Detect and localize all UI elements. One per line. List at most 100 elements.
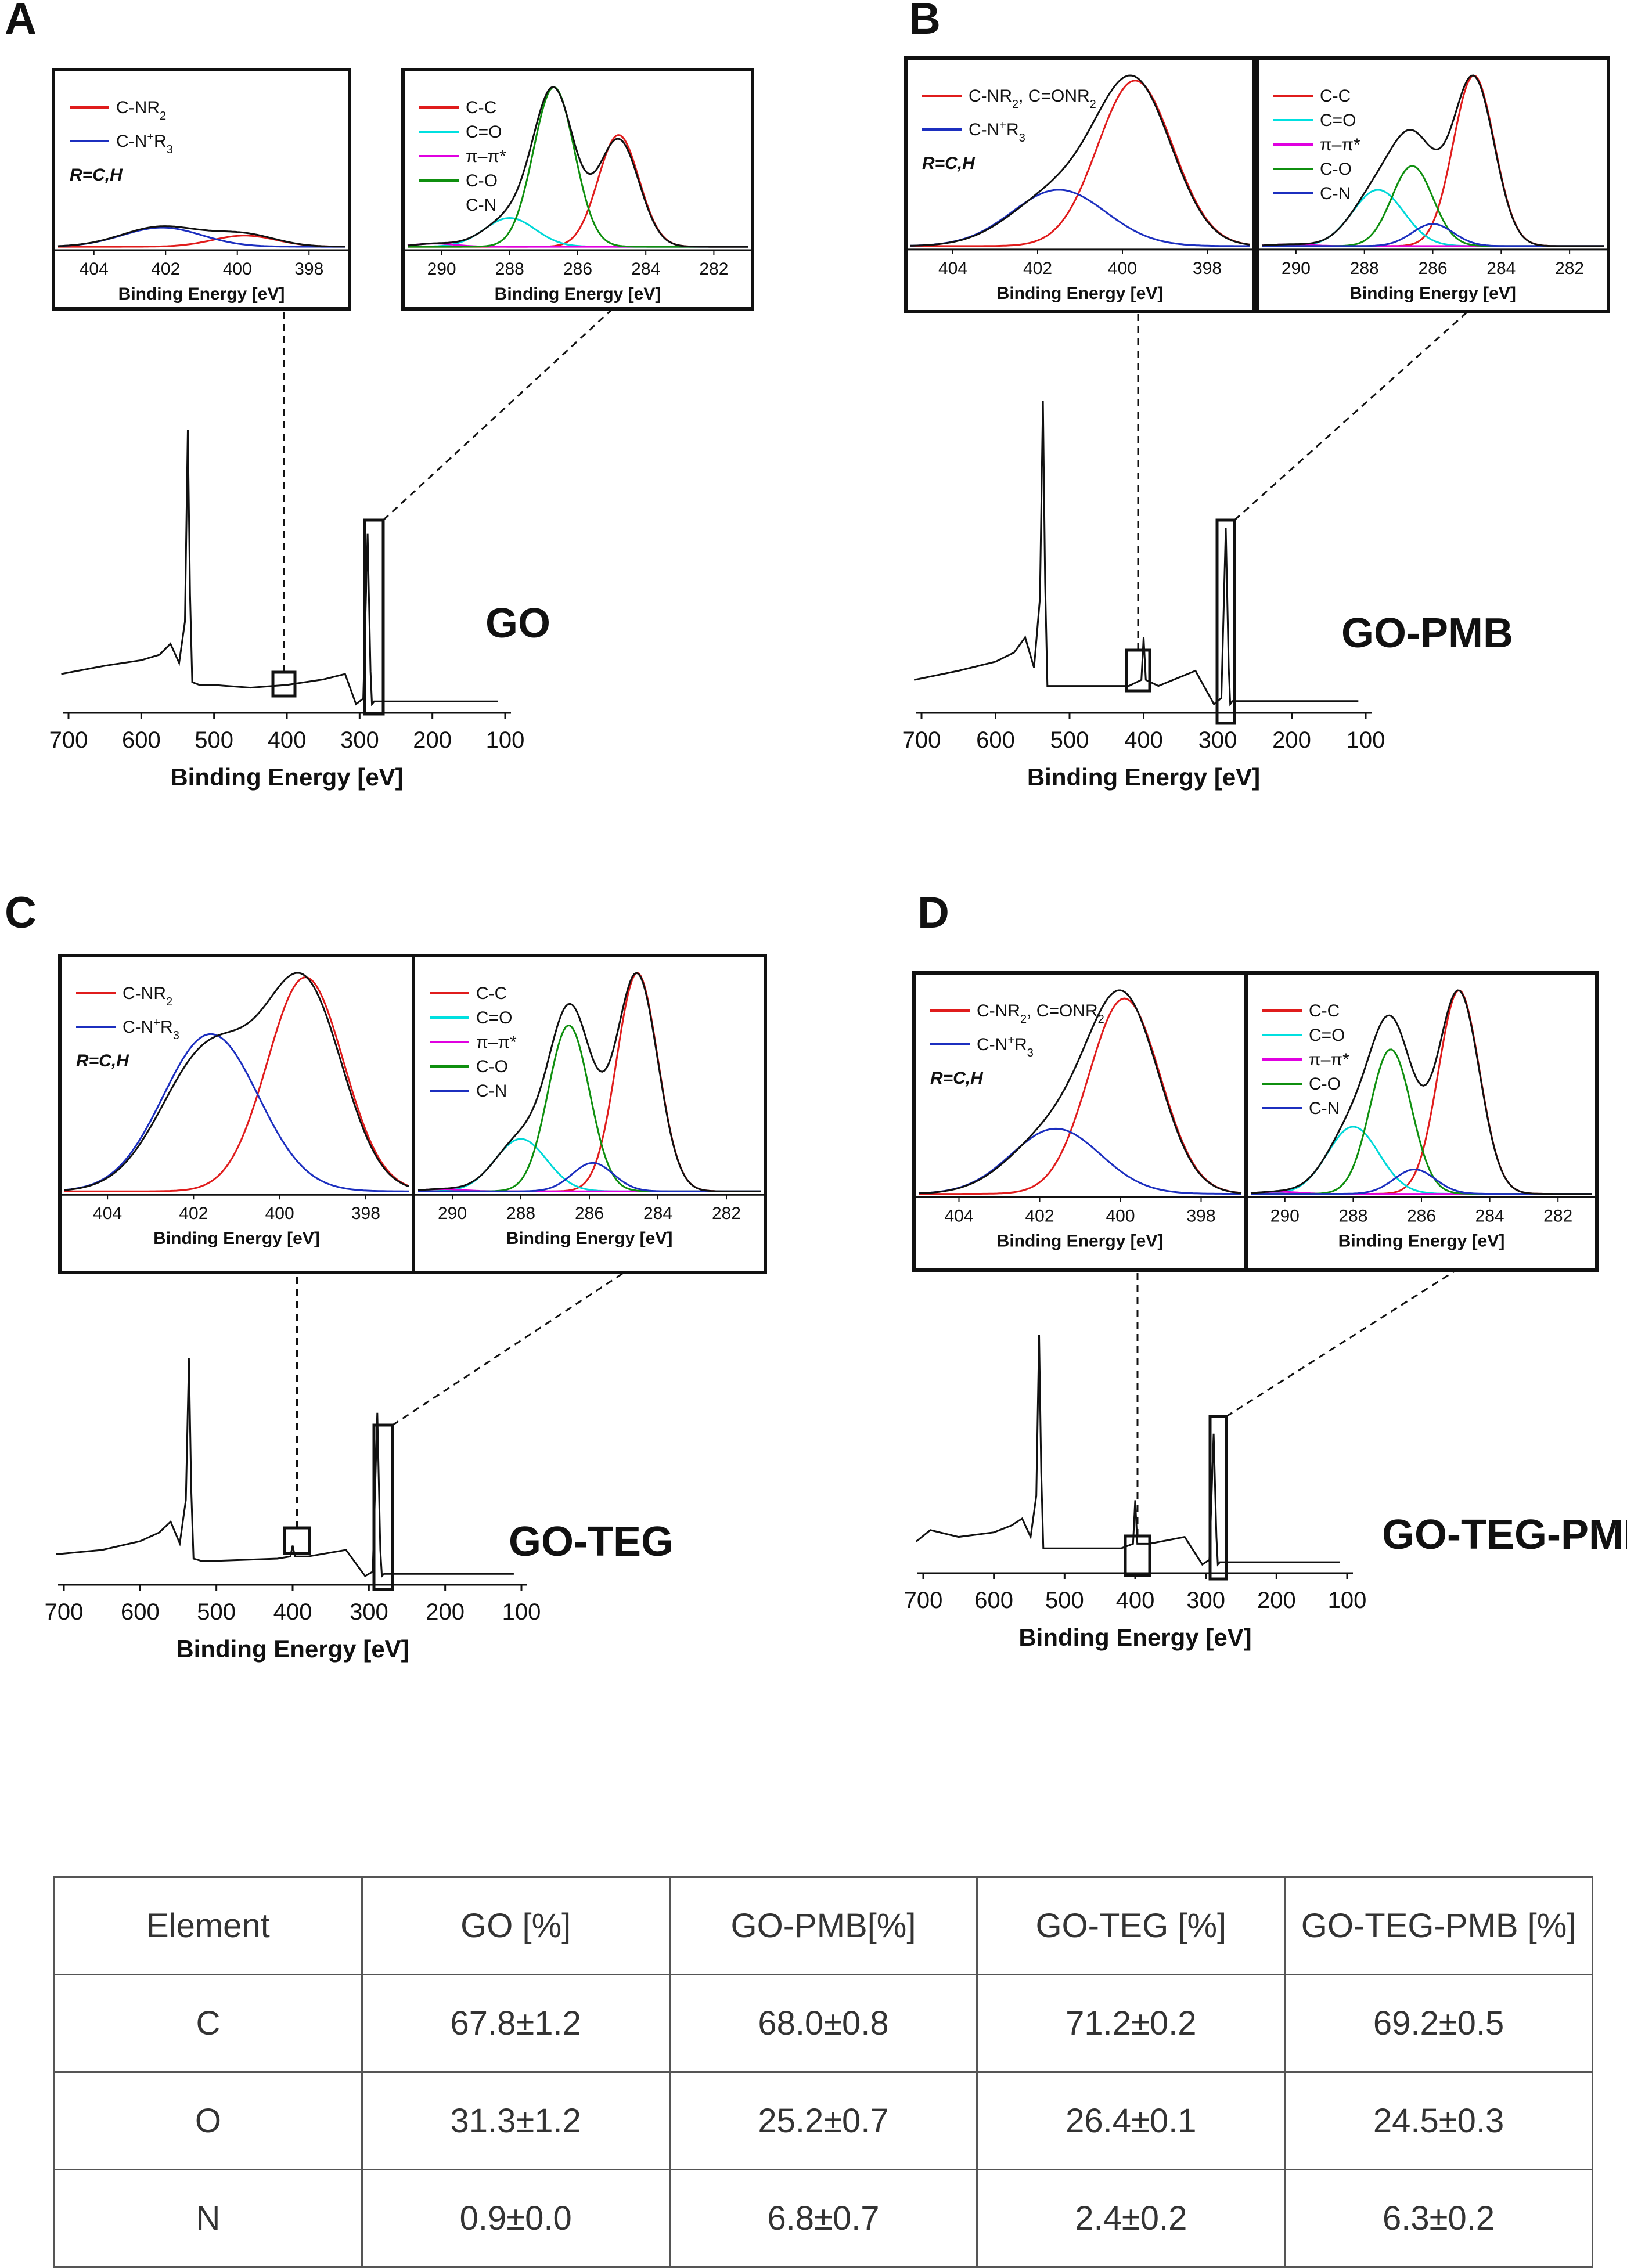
n1s-component-curve bbox=[910, 80, 1250, 247]
n1s-tick-label: 402 bbox=[151, 259, 180, 279]
c1s-inset-frame bbox=[1244, 971, 1599, 1272]
n1s-tick-label: 402 bbox=[179, 1204, 208, 1223]
c1s-tick-label: 284 bbox=[1486, 259, 1516, 278]
n1s-tick-label: 400 bbox=[265, 1204, 294, 1223]
n1s-inset-frame bbox=[904, 56, 1256, 313]
table-header-cell: GO-TEG-PMB [%] bbox=[1284, 1876, 1593, 1975]
table-cell: 68.0±0.8 bbox=[668, 1974, 978, 2073]
table-cell: 6.3±0.2 bbox=[1284, 2169, 1593, 2268]
table-row: C 67.8±1.2 68.0±0.8 71.2±0.2 69.2±0.5 bbox=[53, 1974, 1593, 2073]
c1s-tick-label: 286 bbox=[1418, 259, 1447, 278]
survey-tick-label: 100 bbox=[1328, 1588, 1367, 1613]
n1s-tick-label: 398 bbox=[1193, 259, 1222, 278]
c1s-tick-label: 284 bbox=[1475, 1207, 1504, 1226]
n1s-zoom-box bbox=[283, 1526, 311, 1555]
c1s-envelope-curve bbox=[1250, 989, 1592, 1195]
n1s-tick-label: 404 bbox=[80, 259, 109, 279]
survey-tick-label: 100 bbox=[502, 1599, 541, 1625]
survey-tick-label: 300 bbox=[340, 727, 379, 753]
survey-tick-label: 100 bbox=[486, 727, 525, 753]
survey-tick-label: 300 bbox=[1186, 1588, 1225, 1613]
sample-label: GO bbox=[485, 600, 550, 647]
table-cell: C bbox=[53, 1974, 363, 2073]
n1s-legend-label: C-N+R3 bbox=[969, 119, 1025, 145]
panel-letter: C bbox=[5, 888, 37, 938]
table-cell: 2.4±0.2 bbox=[976, 2169, 1286, 2268]
n1s-legend-label: C-NR2 bbox=[116, 98, 166, 122]
c1s-legend-label: C=O bbox=[1309, 1026, 1345, 1045]
n1s-legend-label: C-N+R3 bbox=[116, 131, 173, 156]
n1s-envelope-curve bbox=[918, 989, 1242, 1195]
c1s-tick-label: 282 bbox=[699, 259, 728, 279]
n1s-tick-label: 402 bbox=[1023, 259, 1052, 278]
table-header-cell: GO-TEG [%] bbox=[976, 1876, 1286, 1975]
table-cell: O bbox=[53, 2071, 363, 2170]
c1s-legend-label: π–π* bbox=[466, 147, 506, 166]
sample-label: GO-TEG bbox=[509, 1519, 674, 1565]
n1s-legend-note: R=C,H bbox=[70, 165, 123, 185]
survey-tick-label: 200 bbox=[426, 1599, 465, 1625]
c1s-tick-label: 288 bbox=[1350, 259, 1379, 278]
survey-tick-label: 700 bbox=[902, 727, 941, 753]
survey-spectrum-line bbox=[913, 400, 1359, 707]
n1s-x-label: Binding Energy [eV] bbox=[118, 284, 285, 304]
c1s-envelope-curve bbox=[407, 86, 748, 248]
survey-tick-label: 200 bbox=[413, 727, 452, 753]
c1s-tick-label: 288 bbox=[1338, 1207, 1367, 1226]
n1s-inset-frame bbox=[52, 68, 351, 311]
n1s-inset-frame bbox=[58, 954, 415, 1274]
survey-tick-label: 400 bbox=[1116, 1588, 1155, 1613]
c1s-legend-label: C-C bbox=[1309, 1001, 1340, 1021]
c1s-inset-frame bbox=[412, 954, 767, 1274]
survey-tick-label: 500 bbox=[1050, 727, 1089, 753]
c1s-tick-label: 284 bbox=[643, 1204, 672, 1223]
n1s-tick-label: 398 bbox=[294, 259, 323, 279]
table-cell: 6.8±0.7 bbox=[668, 2169, 978, 2268]
c1s-legend-label: C=O bbox=[476, 1008, 513, 1027]
survey-tick-label: 700 bbox=[45, 1599, 84, 1625]
table-header-cell: Element bbox=[53, 1876, 363, 1975]
c1s-tick-label: 282 bbox=[1543, 1207, 1572, 1226]
n1s-tick-label: 398 bbox=[351, 1204, 380, 1223]
xps-figure-svg: A 404 402 400 398 Binding Energy [eV] C-NR2 C-N… bbox=[5, 0, 1627, 1663]
table-header-cell: GO [%] bbox=[361, 1876, 671, 1975]
c1s-zoom-box bbox=[372, 1423, 394, 1591]
c1s-tick-label: 284 bbox=[631, 259, 660, 279]
survey-tick-label: 500 bbox=[195, 727, 233, 753]
n1s-x-label: Binding Energy [eV] bbox=[153, 1229, 320, 1248]
c1s-legend-label: C=O bbox=[1320, 111, 1356, 130]
c1s-tick-label: 286 bbox=[1407, 1207, 1436, 1226]
c1s-legend-label: C-N bbox=[1309, 1099, 1340, 1118]
n1s-x-label: Binding Energy [eV] bbox=[997, 1232, 1164, 1251]
n1s-legend-label: C-NR2, C=ONR2 bbox=[977, 1001, 1104, 1026]
n1s-tick-label: 404 bbox=[93, 1204, 122, 1223]
panel-letter: D bbox=[917, 888, 949, 938]
n1s-envelope-curve bbox=[910, 74, 1250, 247]
c1s-legend-label: C-C bbox=[1320, 86, 1351, 106]
c1s-tick-label: 282 bbox=[1555, 259, 1584, 278]
n1s-legend-label: C-N+R3 bbox=[123, 1016, 179, 1042]
table-cell: 26.4±0.1 bbox=[976, 2071, 1286, 2170]
survey-tick-label: 500 bbox=[197, 1599, 236, 1625]
survey-tick-label: 400 bbox=[1124, 727, 1163, 753]
c1s-legend-label: π–π* bbox=[1320, 135, 1360, 154]
survey-tick-label: 400 bbox=[273, 1599, 312, 1625]
n1s-legend-note: R=C,H bbox=[930, 1069, 984, 1088]
c1s-x-label: Binding Energy [eV] bbox=[506, 1229, 673, 1248]
n1s-envelope-curve bbox=[64, 972, 409, 1191]
survey-spectrum-line bbox=[56, 1358, 514, 1578]
survey-tick-label: 300 bbox=[1198, 727, 1237, 753]
c1s-connector-line bbox=[1234, 311, 1468, 521]
survey-x-label: Binding Energy [eV] bbox=[176, 1635, 409, 1663]
c1s-tick-label: 286 bbox=[575, 1204, 604, 1223]
c1s-legend-label: C-O bbox=[466, 171, 498, 190]
table-cell: 24.5±0.3 bbox=[1284, 2071, 1593, 2170]
table-row: N 0.9±0.0 6.8±0.7 2.4±0.2 6.3±0.2 bbox=[53, 2169, 1593, 2268]
c1s-connector-line bbox=[1226, 1269, 1457, 1418]
n1s-envelope-curve bbox=[57, 225, 345, 248]
survey-tick-label: 200 bbox=[1257, 1588, 1296, 1613]
c1s-connector-line bbox=[392, 1271, 625, 1426]
c1s-tick-label: 290 bbox=[427, 259, 456, 279]
survey-tick-label: 400 bbox=[268, 727, 307, 753]
n1s-x-label: Binding Energy [eV] bbox=[997, 284, 1164, 303]
